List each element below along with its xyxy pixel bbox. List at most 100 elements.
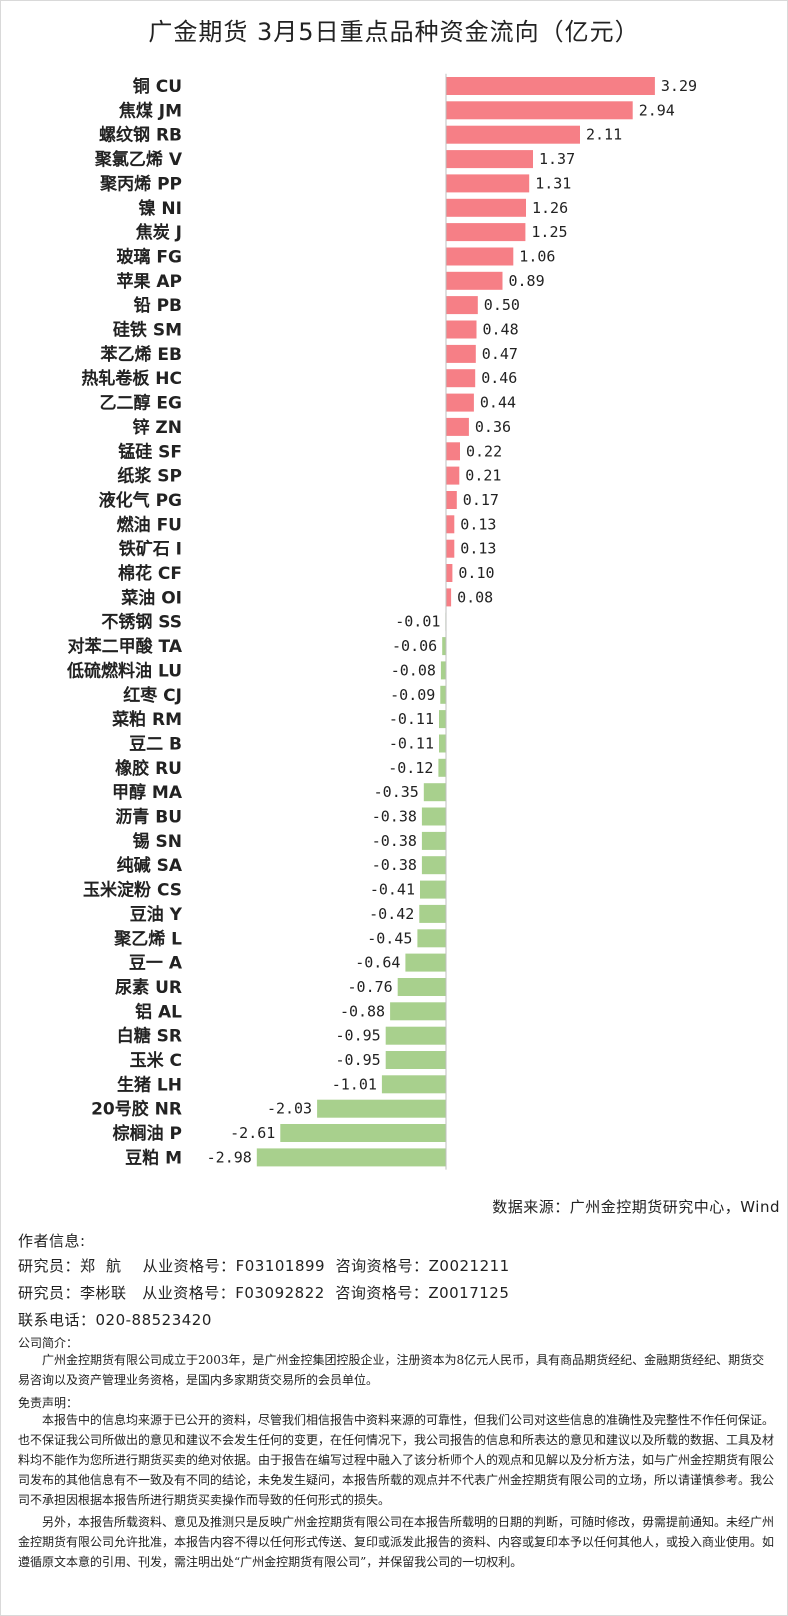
data-source: 数据来源：广州金控期货研究中心，Wind (492, 1198, 780, 1216)
value-label: 2.94 (639, 101, 675, 119)
category-label: 菜油 OI (120, 587, 182, 608)
bar-7 (446, 247, 514, 266)
category-label: 热轧卷板 HC (81, 368, 182, 389)
bar-37 (397, 978, 446, 996)
value-label: 3.29 (661, 77, 697, 95)
value-label: -0.09 (390, 686, 435, 704)
value-label: 0.13 (460, 540, 496, 558)
bar-26 (439, 710, 446, 729)
bar-41 (381, 1075, 446, 1094)
category-label: 豆粕 M (125, 1147, 182, 1168)
bar-27 (439, 734, 446, 753)
category-label: 铝 AL (135, 1001, 182, 1022)
bar-39 (385, 1026, 446, 1045)
category-label: 铁矿石 I (119, 539, 182, 560)
bar-2 (446, 125, 580, 144)
value-label: -0.95 (336, 1051, 381, 1069)
category-label: 苹果 AP (116, 271, 182, 292)
value-label: 1.06 (519, 248, 555, 266)
category-label: 尿素 UR (115, 978, 182, 998)
value-label: -0.11 (389, 735, 434, 753)
bar-5 (446, 198, 526, 217)
value-label: 0.21 (465, 467, 501, 485)
category-label: 聚丙烯 PP (99, 173, 182, 194)
value-label: 2.11 (586, 126, 622, 144)
bar-36 (405, 953, 446, 972)
bar-15 (446, 442, 460, 461)
bar-32 (421, 856, 446, 875)
value-label: 0.89 (509, 272, 545, 290)
bar-30 (421, 807, 446, 826)
value-label: -0.08 (391, 661, 436, 679)
category-label: 玻璃 FG (117, 247, 183, 268)
value-label: -0.38 (372, 832, 417, 850)
category-label: 不锈钢 SS (101, 612, 182, 633)
bar-42 (317, 1099, 446, 1118)
bar-1 (446, 101, 633, 120)
bar-31 (421, 831, 446, 850)
category-label: 20号胶 NR (91, 1099, 182, 1120)
value-label: -0.12 (388, 759, 433, 777)
value-label: 1.26 (532, 199, 568, 217)
bar-34 (419, 904, 446, 923)
category-label: 豆二 B (129, 735, 182, 755)
value-label: 0.46 (481, 369, 517, 387)
bar-14 (446, 417, 469, 436)
value-label: 1.31 (535, 174, 571, 192)
value-label: 0.47 (482, 345, 518, 363)
category-label: 焦炭 J (135, 222, 182, 243)
category-label: 生猪 LH (117, 1074, 182, 1095)
value-label: -0.38 (372, 808, 417, 826)
chart-title: 广金期货 3月5日重点品种资金流向（亿元） (148, 18, 640, 46)
author-line-1: 研究员：郑 航 从业资格号：F03101899 咨询资格号：Z0021211 (18, 1257, 510, 1275)
category-label: 聚乙烯 L (113, 928, 182, 949)
bar-17 (446, 491, 457, 509)
bar-43 (280, 1124, 446, 1142)
author-line-2: 研究员：李彬联 从业资格号：F03092822 咨询资格号：Z0017125 (18, 1284, 510, 1302)
category-label: 聚氯乙烯 V (94, 149, 183, 170)
bar-38 (390, 1002, 446, 1021)
value-label: -0.35 (374, 783, 419, 801)
category-label: 橡胶 RU (115, 758, 182, 779)
value-label: -0.41 (370, 881, 415, 899)
bar-4 (446, 174, 530, 193)
bar-9 (446, 296, 478, 315)
bar-33 (420, 880, 446, 899)
value-label: -0.01 (395, 613, 440, 631)
category-label: 锌 ZN (133, 417, 182, 438)
bar-13 (446, 393, 474, 412)
bar-44 (256, 1148, 446, 1167)
value-label: -2.03 (267, 1100, 312, 1118)
value-label: 1.37 (539, 150, 575, 168)
category-label: 纸浆 SP (117, 466, 182, 487)
bar-19 (446, 539, 455, 558)
author-heading: 作者信息: (18, 1232, 86, 1250)
bar-28 (438, 758, 446, 777)
category-label: 沥青 BU (115, 807, 182, 828)
category-label: 棕榈油 P (113, 1123, 182, 1144)
disclaimer-paragraph-1: 本报告中的信息均来源于已公开的资料，尽管我们相信报告中资料来源的可靠性，但我们公… (18, 1413, 775, 1507)
category-label: 焦煤 JM (118, 100, 182, 121)
category-label: 棉花 CF (118, 563, 182, 584)
bar-16 (446, 466, 460, 485)
value-label: -0.06 (392, 637, 437, 655)
value-label: 0.44 (480, 394, 516, 412)
bar-20 (446, 564, 453, 582)
category-label: 液化气 PG (99, 490, 182, 511)
category-label: 豆一 A (129, 954, 183, 974)
category-label: 玉米 C (130, 1050, 182, 1071)
category-label: 镍 NI (139, 198, 182, 219)
value-label: 0.48 (483, 321, 519, 339)
company-heading: 公司简介： (18, 1336, 79, 1350)
category-label: 低硫燃料油 LU (66, 660, 182, 681)
category-label: 纯碱 SA (117, 855, 183, 876)
category-label: 硅铁 SM (113, 320, 182, 341)
value-label: -0.95 (336, 1027, 381, 1045)
value-label: -0.64 (355, 954, 400, 972)
disclaimer-paragraph-2: 另外，本报告所载资料、意见及推测只是反映广州金控期货有限公司在本报告所载明的日期… (18, 1515, 775, 1569)
value-label: 0.50 (484, 296, 520, 314)
category-label: 甲醇 MA (112, 782, 183, 803)
value-label: 0.17 (463, 491, 499, 509)
bar-0 (446, 77, 655, 95)
category-label: 铅 PB (134, 295, 182, 316)
